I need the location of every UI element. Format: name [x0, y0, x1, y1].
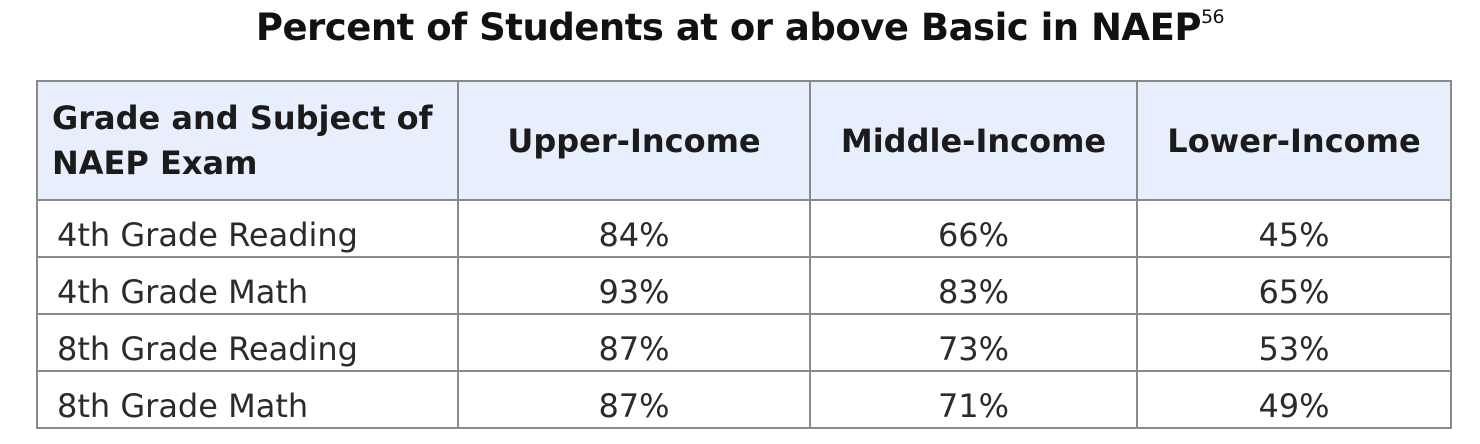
cell-upper-income: 93%: [457, 256, 811, 315]
row-label: 8th Grade Math: [36, 370, 459, 429]
title-footnote: 56: [1200, 5, 1225, 28]
table-row: 4th Grade Math 93% 83% 65%: [36, 256, 1452, 315]
header-grade-subject: Grade and Subject of NAEP Exam: [36, 80, 459, 201]
header-lower-income: Lower-Income: [1136, 80, 1452, 201]
cell-middle-income: 73%: [809, 313, 1138, 372]
table-row: 8th Grade Reading 87% 73% 53%: [36, 313, 1452, 372]
header-upper-income: Upper-Income: [457, 80, 811, 201]
cell-lower-income: 45%: [1136, 199, 1452, 258]
row-label: 4th Grade Math: [36, 256, 459, 315]
header-row: Grade and Subject of NAEP Exam Upper-Inc…: [36, 80, 1452, 201]
table-title: Percent of Students at or above Basic in…: [0, 6, 1480, 49]
table-title-text: Percent of Students at or above Basic in…: [255, 6, 1202, 49]
cell-upper-income: 87%: [457, 370, 811, 429]
cell-lower-income: 49%: [1136, 370, 1452, 429]
cell-middle-income: 71%: [809, 370, 1138, 429]
cell-lower-income: 65%: [1136, 256, 1452, 315]
cell-middle-income: 66%: [809, 199, 1138, 258]
row-label: 8th Grade Reading: [36, 313, 459, 372]
cell-middle-income: 83%: [809, 256, 1138, 315]
row-label: 4th Grade Reading: [36, 199, 459, 258]
naep-table: Grade and Subject of NAEP Exam Upper-Inc…: [36, 80, 1452, 429]
header-middle-income: Middle-Income: [809, 80, 1138, 201]
table-row: 4th Grade Reading 84% 66% 45%: [36, 199, 1452, 258]
cell-upper-income: 84%: [457, 199, 811, 258]
cell-lower-income: 53%: [1136, 313, 1452, 372]
cell-upper-income: 87%: [457, 313, 811, 372]
table-row: 8th Grade Math 87% 71% 49%: [36, 370, 1452, 429]
